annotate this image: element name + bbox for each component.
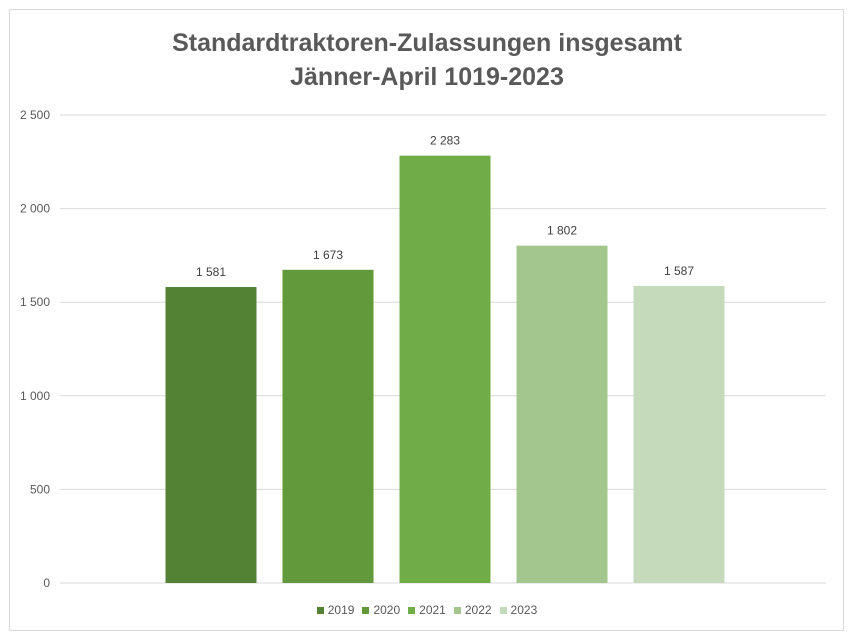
y-tick-label: 2 500 <box>20 108 50 122</box>
bar-2019 <box>165 287 257 583</box>
chart-title-block: Standardtraktoren-Zulassungen insgesamt … <box>0 26 854 94</box>
legend-swatch <box>316 607 324 614</box>
legend-label: 2021 <box>419 603 446 617</box>
data-label-2023: 1 587 <box>664 264 694 278</box>
y-tick-label: 1 000 <box>20 389 50 403</box>
legend: 2019 2020 2021 2022 2023 <box>0 603 854 617</box>
legend-label: 2020 <box>373 603 401 617</box>
chart-title: Standardtraktoren-Zulassungen insgesamt <box>172 29 682 57</box>
bar-2020 <box>282 269 374 583</box>
legend-swatch <box>408 607 416 614</box>
legend-label: 2019 <box>327 603 355 617</box>
y-axis: 0 500 1 000 1 500 2 000 2 500 <box>20 108 50 590</box>
legend-swatch <box>362 607 370 614</box>
y-tick-label: 0 <box>43 576 50 590</box>
y-tick-label: 1 500 <box>20 295 50 309</box>
legend-label: 2022 <box>464 603 492 617</box>
bar-2023 <box>633 285 725 583</box>
legend-swatch <box>499 607 507 614</box>
legend-label: 2023 <box>510 603 538 617</box>
data-labels: 1 581 1 673 2 283 1 802 1 587 <box>196 134 694 279</box>
y-tick-label: 500 <box>30 482 50 496</box>
data-label-2019: 1 581 <box>196 265 226 279</box>
data-label-2020: 1 673 <box>313 248 343 262</box>
y-tick-label: 2 000 <box>20 202 50 216</box>
bar-2021 <box>399 155 491 583</box>
legend-item-2020: 2020 <box>362 603 400 617</box>
legend-item-2023: 2023 <box>499 603 538 617</box>
legend-item-2019: 2019 <box>316 603 355 617</box>
bars <box>165 155 725 584</box>
bar-2022 <box>516 245 608 584</box>
legend-swatch <box>453 607 461 614</box>
chart-subtitle: Jänner-April 1019-2023 <box>290 63 564 91</box>
data-label-2021: 2 283 <box>430 134 460 148</box>
legend-item-2021: 2021 <box>408 603 446 617</box>
legend-item-2022: 2022 <box>453 603 492 617</box>
data-label-2022: 1 802 <box>547 224 577 238</box>
